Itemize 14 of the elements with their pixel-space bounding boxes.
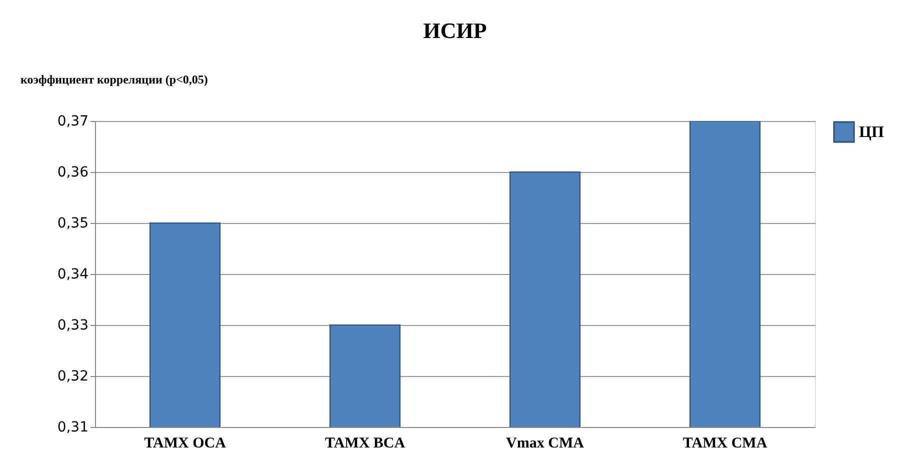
x-tick-label: TAMX OCA [144, 436, 226, 452]
y-tick-label: 0,37 [57, 114, 88, 130]
x-tick-label: TAMX BCA [324, 436, 406, 452]
y-tick-label: 0,35 [57, 216, 88, 232]
y-tick-label: 0,32 [57, 368, 88, 384]
y-tick-label: 0,31 [57, 420, 88, 436]
x-tick-label: Vmax CMA [506, 436, 584, 452]
y-tick-label: 0,33 [57, 318, 88, 334]
y-tick-label: 0,36 [57, 164, 89, 180]
legend-label: ЦП [859, 124, 884, 141]
chart-title: ИСИР [423, 18, 487, 43]
y-axis-title: коэффициент корреляции (р<0,05) [20, 72, 208, 86]
x-tick-label: TAMX CMA [682, 436, 768, 452]
y-tick-label: 0,34 [57, 266, 89, 282]
